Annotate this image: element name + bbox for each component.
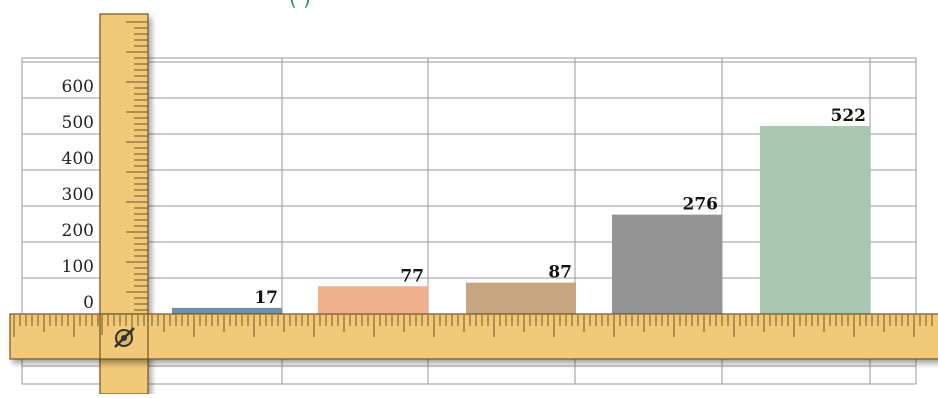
y-tick-label: 300 <box>62 185 94 205</box>
y-tick-label: 0 <box>83 293 94 313</box>
bar <box>760 126 870 314</box>
bar <box>172 307 282 314</box>
bars <box>172 126 870 314</box>
bar <box>318 286 428 314</box>
y-tick-label: 500 <box>62 113 94 133</box>
y-axis-ticks: 0 100 200 300 400 500 600 <box>62 77 94 313</box>
y-tick-label: 100 <box>62 257 94 277</box>
horizontal-ruler-body <box>9 313 938 360</box>
horizontal-ruler <box>9 313 938 360</box>
value-label: 522 <box>831 106 867 126</box>
bar <box>466 282 576 314</box>
chart-title-fragment: ( ) <box>150 0 450 10</box>
pivot-screw-slash <box>114 327 135 348</box>
y-tick-label: 400 <box>62 149 94 169</box>
value-label: 87 <box>548 263 572 283</box>
bar <box>612 214 722 314</box>
value-label: 77 <box>400 266 424 286</box>
value-label: 276 <box>683 195 719 215</box>
value-labels: 17 77 87 276 522 <box>254 106 866 308</box>
y-tick-label: 200 <box>62 221 94 241</box>
y-tick-label: 600 <box>62 77 94 97</box>
value-label: 17 <box>254 288 278 308</box>
